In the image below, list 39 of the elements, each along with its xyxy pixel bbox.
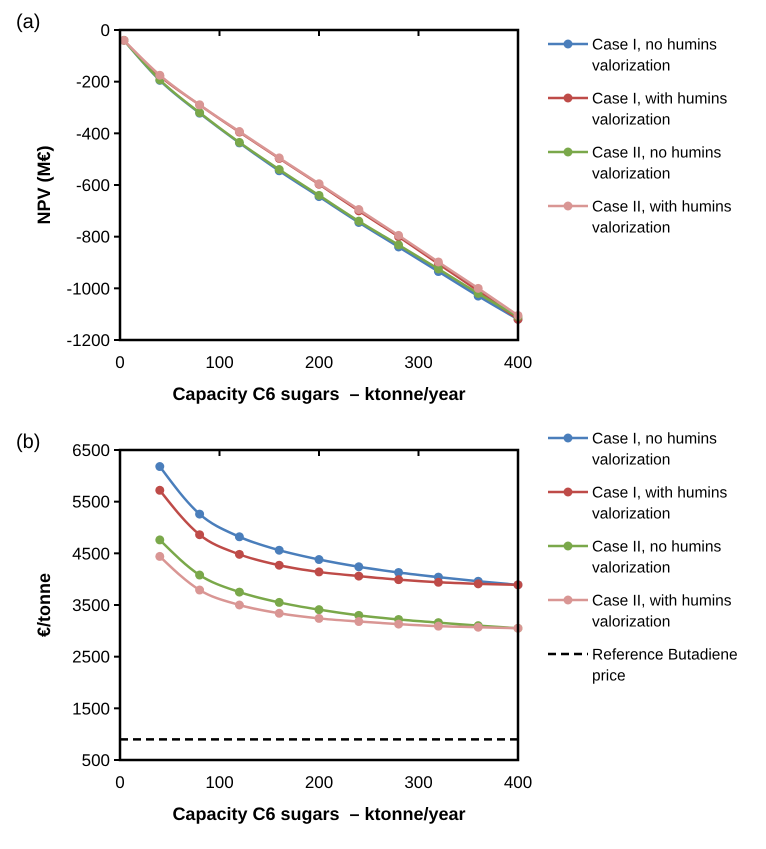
x-tick-label: 100 [205,773,234,792]
y-tick-label: 2500 [72,648,110,667]
y-tick-label: 1500 [72,699,110,718]
legend-label: Case I, with humins valorization [592,90,728,128]
x-tick-label: 200 [304,353,334,372]
y-tick-label: -400 [76,124,110,144]
y-tick-label: 3500 [72,596,110,615]
chart-title: (a) [16,11,40,33]
legend-label: Case II, no humins valorization [592,144,722,182]
legend-label: Case I, no humins valorization [592,430,718,468]
y-tick-label: 0 [100,20,110,40]
chart-title: (b) [16,431,40,453]
x-tick-label: 400 [504,353,532,372]
y-tick-label: -200 [76,72,110,92]
x-tick-label: 300 [404,773,433,792]
y-tick-label: -1000 [66,279,110,298]
y-axis-title: NPV (M€) [34,145,54,225]
y-tick-label: -1200 [66,330,110,350]
legend-label: Case II, with humins valorization [592,592,732,630]
legend-label: Case II, with humins valorization [592,198,732,236]
y-tick-label: 4500 [72,544,110,564]
legend-label: Case II, no humins valorization [592,538,722,576]
x-tick-label: 0 [115,353,125,372]
x-tick-label: 0 [115,773,125,792]
legend-label: Reference Butadiene price [592,646,738,684]
y-tick-label: 500 [82,750,110,770]
legend-label: Case I, with humins valorization [592,484,728,522]
x-tick-label: 100 [205,353,234,372]
y-tick-label: -600 [76,176,110,195]
x-tick-label: 200 [304,773,334,792]
y-axis-title: €/tonne [34,572,54,638]
legend-label: Case I, no humins valorization [592,36,718,74]
y-tick-label: -800 [76,228,110,247]
x-axis-title: Capacity C6 sugars – ktonne/year [172,804,466,824]
x-axis-title: Capacity C6 sugars – ktonne/year [172,384,466,404]
y-tick-label: 5500 [72,492,110,512]
x-tick-label: 400 [504,773,532,792]
x-tick-label: 300 [404,353,433,372]
y-tick-label: 6500 [72,440,110,460]
